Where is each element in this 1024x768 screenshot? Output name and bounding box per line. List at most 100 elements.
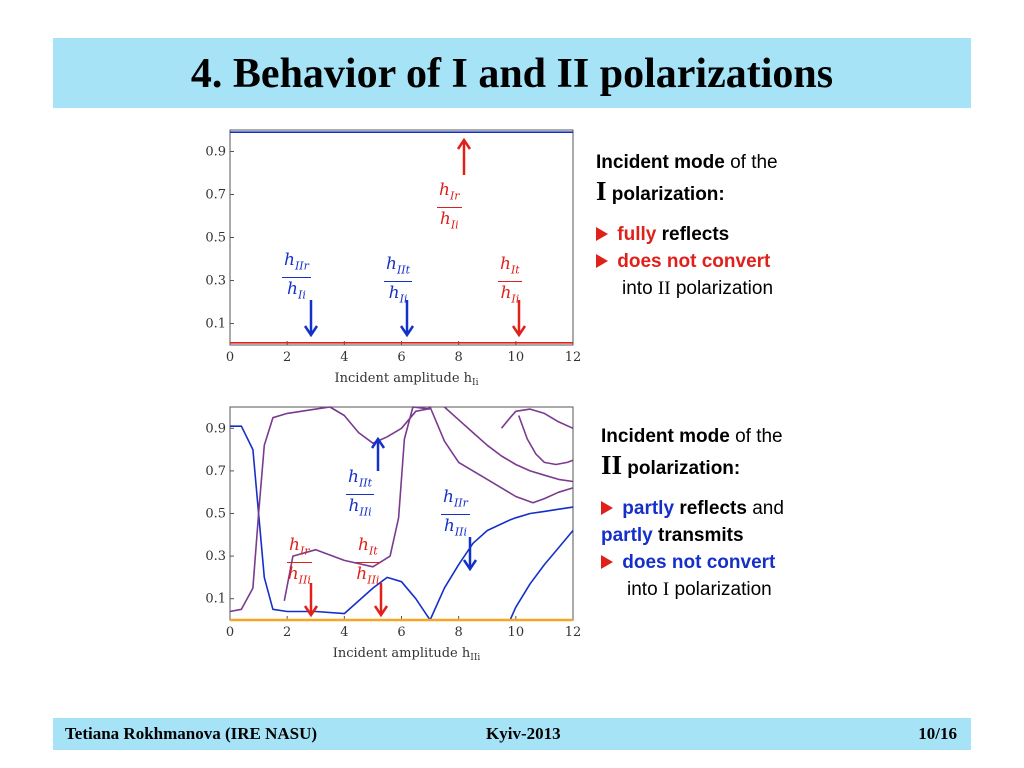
panel2-b1-and: and [752, 498, 784, 519]
label-hIt-over-hIIi: hIt hIIi [356, 535, 380, 587]
label-hIr-over-hIi: hIr hIi [437, 180, 462, 232]
y-tick-label: 0.7 [205, 188, 226, 203]
footer-page: 10/16 [918, 724, 957, 743]
x-tick-label: 6 [397, 350, 405, 365]
panel1-pol-line: I polarization: [596, 176, 856, 210]
y-tick-label: 0.7 [205, 464, 226, 479]
x-tick-label: 10 [508, 350, 525, 365]
page-title: 4. Behavior of I and II polarizations [190, 51, 834, 97]
x-tick-label: 12 [565, 625, 582, 640]
plot-frame [229, 406, 574, 621]
x-tick-label: 0 [226, 350, 234, 365]
panel1-b1-rest: reflects [661, 224, 730, 245]
y-tick-label: 0.5 [205, 507, 226, 522]
arrow-bullet-icon [601, 501, 613, 515]
panel2-heading-rest: of the [735, 426, 783, 447]
panel2-b2-rest: transmits [658, 525, 744, 546]
panel1-into-pol: II [657, 278, 671, 299]
panel1-heading-rest: of the [730, 152, 778, 173]
panel1-b1-red: fully [617, 224, 657, 245]
panel1-into-line: into II polarization [596, 274, 856, 304]
series-line-purple [443, 406, 574, 483]
panel-polarization-ii: Incident mode of the II polarization: pa… [601, 422, 871, 605]
panel2-into: into [627, 579, 658, 600]
annotation-arrowhead [511, 325, 527, 338]
panel2-into-pol: I [662, 579, 670, 600]
chart-svg-i: 0 2 4 6 8 10 12 0.1 0.3 0.5 0.7 0.9 Incident amplitu… [205, 129, 582, 388]
x-tick-label: 8 [455, 625, 463, 640]
panel2-heading: Incident mode of the [601, 422, 871, 452]
x-tick-label: 4 [340, 625, 348, 640]
x-tick-label: 2 [283, 350, 291, 365]
arrow-bullet-icon [596, 254, 608, 268]
annotation-arrowhead [462, 559, 478, 572]
x-tick-label: 10 [508, 625, 525, 640]
series-line-purple [283, 406, 431, 601]
x-tick-label: 12 [565, 350, 582, 365]
annotation-arrowhead [373, 605, 389, 618]
series-line-purple [517, 415, 574, 466]
annotation-arrowhead [370, 436, 386, 449]
panel2-into-line: into I polarization [601, 575, 871, 605]
footer-bar: Tetiana Rokhmanova (IRE NASU) Kyiv-2013 … [53, 718, 971, 750]
x-tick-label: 2 [283, 625, 291, 640]
label-hIr-over-hIIi: hIr hIIi [287, 535, 312, 587]
chart-svg-ii: 0 2 4 6 8 10 12 0.1 0.3 0.5 0.7 0.9 Incident amplitu… [205, 406, 582, 663]
x-axis-label: Incident amplitude hIi [335, 371, 479, 388]
panel2-b3-blue: does not convert [622, 552, 776, 573]
panel2-pol: II [601, 450, 623, 480]
series-line-purple [500, 408, 574, 430]
y-tick-label: 0.9 [205, 421, 226, 436]
panel2-line-2: partly transmits [601, 521, 871, 551]
label-hIIr-over-hIi: hIIr hIi [282, 250, 311, 302]
panel2-pol-line: II polarization: [601, 450, 871, 484]
panel1-bullet-2: does not convert [596, 247, 856, 277]
annotation-arrowhead [303, 605, 319, 618]
label-hIIt-over-hIi: hIIt hIi [384, 254, 413, 306]
annotation-arrowhead [399, 325, 415, 338]
x-tick-label: 0 [226, 625, 234, 640]
x-tick-label: 4 [340, 350, 348, 365]
panel1-pol-label: polarization: [611, 184, 725, 205]
panel1-into-rest: polarization [675, 278, 774, 299]
panel2-bullet-2: does not convert [601, 548, 871, 578]
panel2-b1-rest: reflects [679, 498, 747, 519]
y-tick-label: 0.3 [205, 549, 226, 564]
y-tick-label: 0.3 [205, 274, 226, 289]
x-axis-label: Incident amplitude hIIi [333, 646, 481, 663]
panel2-into-rest: polarization [674, 579, 772, 600]
label-hIIr-over-hIIi: hIIr hIIi [441, 487, 470, 539]
label-hIt-over-hIi: hIt hIi [498, 254, 522, 306]
series-line-blue [509, 529, 574, 621]
annotation-arrowhead [456, 137, 472, 150]
panel1-b2-red: does not convert [617, 251, 771, 272]
footer-author: Tetiana Rokhmanova (IRE NASU) [65, 724, 318, 743]
panel-polarization-i: Incident mode of the I polarization: ful… [596, 148, 856, 304]
series-line-blue [230, 425, 574, 621]
x-tick-label: 6 [397, 625, 405, 640]
panel2-heading-bold: Incident mode [601, 426, 730, 447]
footer-place: Kyiv-2013 [486, 724, 561, 743]
panel2-b1-blue: partly [622, 498, 675, 519]
y-tick-label: 0.9 [205, 145, 226, 160]
panel2-pol-label: polarization: [627, 458, 741, 479]
panel1-heading: Incident mode of the [596, 148, 856, 178]
y-tick-label: 0.1 [205, 592, 226, 607]
annotation-arrowhead [303, 325, 319, 338]
series-line-purple [229, 406, 574, 613]
y-tick-label: 0.1 [205, 317, 226, 332]
label-hIIt-over-hIIi: hIIt hIIi [346, 467, 375, 519]
plot-frame [229, 129, 574, 346]
header-bar: 4. Behavior of I and II polarizations [53, 38, 971, 108]
panel2-b2-blue: partly [601, 525, 653, 546]
panel1-heading-bold: Incident mode [596, 152, 725, 173]
chart-polarization-ii: 0 2 4 6 8 10 12 0.1 0.3 0.5 0.7 0.9 Incident amplitu… [195, 395, 590, 665]
panel1-pol: I [596, 176, 607, 206]
y-tick-label: 0.5 [205, 231, 226, 246]
arrow-bullet-icon [601, 555, 613, 569]
panel2-bullet-1: partly reflects and [601, 494, 871, 524]
panel1-bullet-1: fully reflects [596, 220, 856, 250]
panel1-into: into [622, 278, 653, 299]
arrow-bullet-icon [596, 227, 608, 241]
x-tick-label: 8 [455, 350, 463, 365]
